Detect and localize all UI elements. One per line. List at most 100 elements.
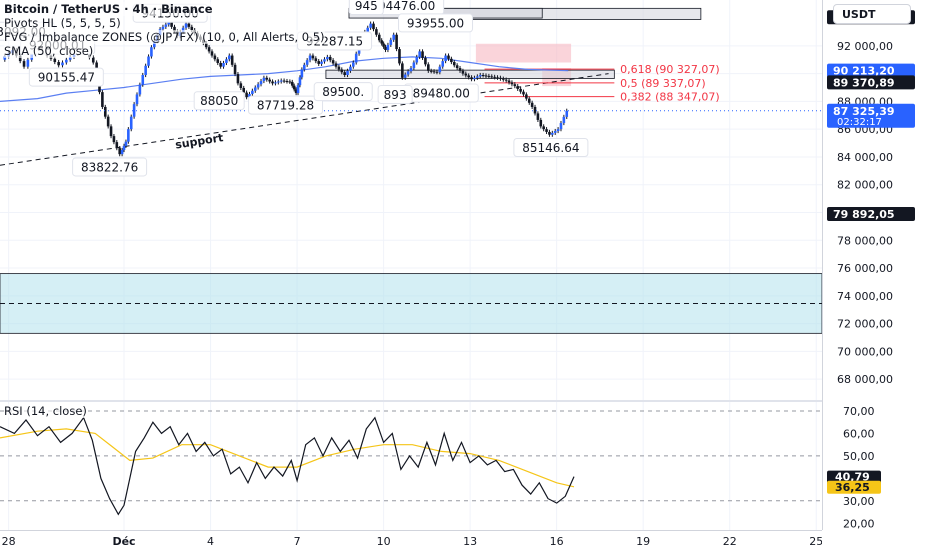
candle-body [533, 106, 537, 114]
chart-title[interactable]: Bitcoin / TetherUS · 4h · Binance [4, 2, 213, 16]
pane-divider[interactable] [0, 400, 932, 402]
rsi-canvas[interactable] [0, 402, 822, 530]
time-axis[interactable]: 28 Déc 4 7 10 13 16 19 22 25 [0, 530, 824, 551]
candle-body [340, 69, 344, 73]
price-tick-label: 72 000,00 [837, 318, 893, 331]
candle-body [398, 49, 401, 64]
fib-level-label: 0,618 (90 327,07) [620, 63, 720, 76]
candle-body [141, 75, 145, 85]
candle-body [161, 26, 165, 30]
candle-body [415, 56, 419, 63]
time-axis-canvas: 28 Déc 4 7 10 13 16 19 22 25 [2, 535, 824, 548]
candle-body [343, 72, 346, 75]
pivot-label: 90155.47 [38, 71, 95, 85]
sma-legend[interactable]: SMA (50, close) [4, 44, 94, 58]
candle-body [496, 77, 499, 79]
candle-body [478, 75, 482, 77]
candle-body [68, 56, 72, 60]
candle-body [91, 57, 95, 63]
price-axis[interactable]: 68 000,00 70 000,00 72 000,00 74 000,00 76 0… [822, 0, 932, 530]
candle-body [308, 55, 312, 61]
rsi-pane[interactable]: RSI (14, close) [0, 402, 822, 530]
rsi-ma-line [0, 428, 575, 488]
pivot-label: 83822.76 [81, 160, 138, 174]
candle-body [380, 40, 383, 44]
price-axis-canvas: 68 000,00 70 000,00 72 000,00 74 000,00 76 0… [827, 10, 915, 530]
candle-body [109, 126, 113, 137]
price-tick-label: 70 000,00 [837, 345, 893, 358]
currency-button[interactable]: USDT [833, 4, 911, 24]
rsi-legend[interactable]: RSI (14, close) [4, 404, 87, 418]
candle-body [101, 92, 104, 107]
candle-body [384, 46, 387, 50]
fvg-legend[interactable]: FVG / Imbalance ZONES (@JP7FX) (10, 0, A… [4, 30, 325, 44]
candle-body [124, 141, 128, 146]
candle-body [455, 65, 459, 69]
candle-body [279, 80, 283, 82]
candle-body [239, 83, 243, 88]
candle-body [427, 64, 430, 71]
candle-body [61, 62, 64, 66]
candle-body [207, 47, 211, 52]
candle-body [129, 116, 133, 130]
candle-body [516, 86, 520, 89]
candle-body [452, 62, 456, 66]
candle-body [294, 89, 298, 94]
rsi-tag [827, 470, 881, 484]
candle-body [219, 62, 222, 67]
candle-body [386, 44, 390, 50]
candle-body [406, 71, 410, 75]
candle-body [556, 129, 560, 132]
price-tick-label: 74 000,00 [837, 290, 893, 303]
price-chart-pane[interactable]: support 0,618 (90 327,07) 0,5 (89 337,07) 0… [0, 0, 823, 400]
candle-body [346, 70, 349, 75]
candle-body [170, 22, 173, 27]
candle-body [504, 79, 508, 81]
candle-body [26, 59, 30, 67]
candle-body [213, 55, 217, 60]
candle-body [256, 84, 260, 88]
candle-body [522, 91, 525, 95]
candle-body [277, 81, 280, 83]
candle-body [389, 39, 393, 45]
candle-body [285, 81, 289, 83]
candle-body [403, 74, 407, 78]
candle-body [392, 34, 395, 40]
time-tick-label: 16 [550, 535, 564, 548]
pivot-label-box [313, 82, 373, 102]
candle-body [441, 61, 445, 67]
time-tick-label: 28 [2, 535, 16, 548]
candle-body [481, 75, 485, 76]
candle-body [103, 106, 107, 117]
rsi-tick-label: 70,00 [843, 405, 875, 418]
candle-body [548, 131, 551, 135]
candle-body [432, 71, 436, 73]
candle-body [326, 56, 329, 60]
candle-body [150, 47, 153, 57]
pivot-label: 945 [355, 0, 378, 13]
pivot-label: 93955.00 [407, 16, 464, 30]
candle-body [305, 60, 309, 65]
price-tag [827, 63, 915, 78]
rsi-tag [827, 480, 881, 494]
candle-body [559, 123, 563, 130]
pivot-label: 85146.64 [522, 141, 579, 155]
candle-body [271, 81, 274, 84]
pivot-label: 88050 [200, 94, 238, 108]
pivot-label: 94476.00 [378, 0, 435, 13]
candle-body [545, 129, 548, 132]
pivots-legend[interactable]: Pivots HL (5, 5, 5, 5) [4, 16, 121, 30]
candle-body [18, 55, 22, 62]
candle-body [421, 51, 424, 58]
price-chart-canvas[interactable]: support 0,618 (90 327,07)0,5 (89 337,07)0… [0, 0, 823, 400]
candle-body [233, 64, 237, 75]
candle-body [298, 77, 302, 86]
candle-body [409, 68, 413, 72]
candle-body [265, 77, 269, 80]
candle-body [296, 85, 300, 94]
candle-body [138, 84, 142, 95]
candle-body [135, 94, 139, 105]
candle-body [493, 76, 496, 78]
candle-body [542, 126, 545, 130]
candle-body [127, 129, 130, 142]
